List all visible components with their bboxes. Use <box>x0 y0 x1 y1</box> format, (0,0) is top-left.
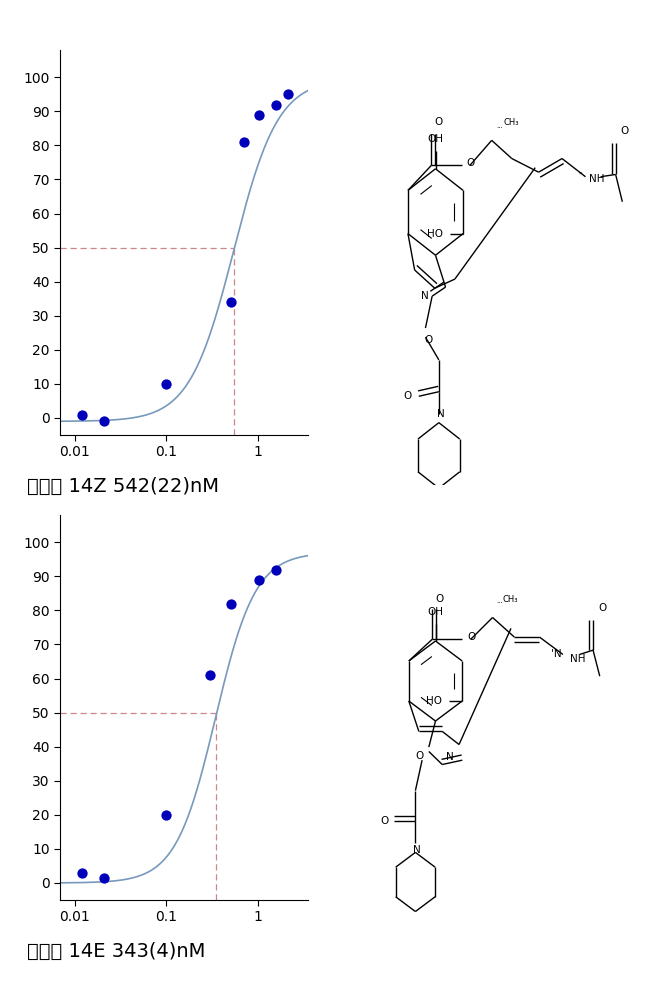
Text: O: O <box>435 117 443 127</box>
Text: '': '' <box>578 172 582 181</box>
Text: ...: ... <box>496 598 502 604</box>
Text: 'N: 'N <box>551 649 561 659</box>
Point <box>161 807 172 823</box>
Text: CH₃: CH₃ <box>502 595 518 604</box>
Text: O: O <box>620 126 629 136</box>
Point <box>98 413 109 429</box>
Text: NH: NH <box>589 174 604 184</box>
Point <box>205 667 216 683</box>
Text: N: N <box>446 752 454 762</box>
Text: N: N <box>413 845 421 855</box>
Text: N: N <box>437 409 444 419</box>
Point <box>98 870 109 886</box>
Point <box>76 407 87 423</box>
Point <box>76 865 87 881</box>
Text: CH₃: CH₃ <box>503 118 519 127</box>
Text: O: O <box>468 632 476 642</box>
Point <box>283 86 293 102</box>
Text: OH: OH <box>427 134 444 144</box>
Point <box>239 134 249 150</box>
Text: OH: OH <box>427 607 444 617</box>
Point <box>161 376 172 392</box>
Text: O: O <box>598 603 606 613</box>
Text: HO: HO <box>426 696 442 706</box>
Text: O: O <box>466 158 475 168</box>
Text: N: N <box>421 291 429 301</box>
Point <box>225 596 236 612</box>
Point <box>271 562 281 578</box>
Text: HO: HO <box>427 229 443 239</box>
Text: O: O <box>436 594 444 604</box>
Text: O: O <box>415 751 423 761</box>
Point <box>254 572 265 588</box>
Text: O: O <box>404 391 412 401</box>
Point <box>254 107 265 123</box>
Text: O: O <box>381 816 389 826</box>
Point <box>271 97 281 113</box>
Point <box>225 294 236 310</box>
Text: 化合物 14E 343(4)nM: 化合物 14E 343(4)nM <box>27 942 205 961</box>
Text: NH: NH <box>570 654 585 664</box>
Text: O: O <box>425 335 433 345</box>
Text: ...: ... <box>496 123 503 129</box>
Text: 化合物 14Z 542(22)nM: 化合物 14Z 542(22)nM <box>27 477 219 496</box>
